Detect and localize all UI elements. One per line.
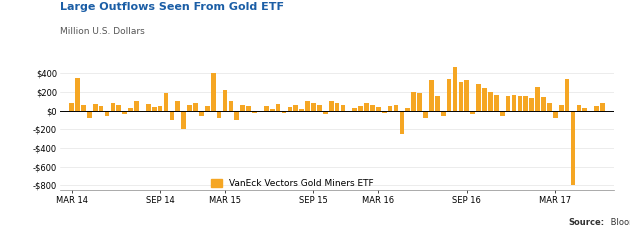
Bar bbox=[447, 79, 452, 111]
Bar bbox=[476, 84, 481, 111]
Bar bbox=[388, 106, 392, 111]
Bar bbox=[294, 105, 298, 111]
Bar bbox=[205, 106, 210, 111]
Bar bbox=[494, 95, 499, 111]
Bar bbox=[482, 88, 487, 111]
Bar bbox=[541, 97, 546, 111]
Bar bbox=[335, 103, 340, 111]
Bar bbox=[175, 101, 180, 111]
Bar bbox=[376, 107, 381, 111]
Bar bbox=[270, 109, 275, 111]
Bar bbox=[105, 111, 110, 116]
Bar bbox=[311, 103, 316, 111]
Bar bbox=[258, 111, 263, 112]
Bar bbox=[252, 111, 257, 113]
Bar bbox=[317, 105, 322, 111]
Legend: VanEck Vectors Gold Miners ETF: VanEck Vectors Gold Miners ETF bbox=[211, 179, 374, 188]
Text: Large Outflows Seen From Gold ETF: Large Outflows Seen From Gold ETF bbox=[60, 2, 284, 12]
Bar bbox=[506, 96, 510, 111]
Bar bbox=[152, 107, 157, 111]
Bar bbox=[240, 105, 245, 111]
Bar bbox=[305, 101, 310, 111]
Bar bbox=[217, 111, 222, 118]
Bar bbox=[576, 105, 581, 111]
Bar bbox=[117, 105, 121, 111]
Bar bbox=[193, 103, 198, 111]
Bar bbox=[471, 111, 475, 114]
Bar bbox=[382, 111, 387, 113]
Bar bbox=[323, 111, 328, 114]
Bar bbox=[276, 104, 280, 111]
Bar bbox=[588, 111, 593, 112]
Text: Million U.S. Dollars: Million U.S. Dollars bbox=[60, 27, 145, 36]
Bar bbox=[352, 108, 357, 111]
Bar bbox=[500, 111, 505, 116]
Bar bbox=[87, 111, 92, 118]
Bar bbox=[75, 78, 80, 111]
Bar bbox=[211, 73, 215, 111]
Bar bbox=[600, 103, 605, 111]
Bar bbox=[512, 95, 517, 111]
Bar bbox=[435, 96, 440, 111]
Bar bbox=[140, 111, 145, 112]
Bar bbox=[358, 106, 363, 111]
Bar bbox=[158, 106, 163, 111]
Bar bbox=[452, 68, 457, 111]
Bar bbox=[517, 96, 522, 111]
Bar bbox=[394, 105, 398, 111]
Bar bbox=[582, 108, 587, 111]
Bar bbox=[234, 111, 239, 120]
Bar bbox=[111, 103, 115, 111]
Bar bbox=[559, 105, 563, 111]
Bar bbox=[93, 104, 98, 111]
Bar bbox=[564, 79, 570, 111]
Bar bbox=[571, 111, 575, 185]
Bar bbox=[536, 87, 540, 111]
Bar bbox=[488, 92, 493, 111]
Bar bbox=[99, 106, 103, 111]
Bar bbox=[146, 104, 151, 111]
Bar bbox=[411, 92, 416, 111]
Bar bbox=[69, 103, 74, 111]
Bar bbox=[187, 105, 192, 111]
Bar bbox=[406, 108, 410, 111]
Bar bbox=[222, 90, 227, 111]
Bar bbox=[529, 98, 534, 111]
Bar bbox=[199, 111, 203, 116]
Bar bbox=[524, 95, 528, 111]
Bar bbox=[169, 111, 175, 120]
Bar bbox=[164, 93, 168, 111]
Bar bbox=[134, 101, 139, 111]
Bar bbox=[282, 111, 286, 113]
Bar bbox=[423, 111, 428, 118]
Bar bbox=[364, 103, 369, 111]
Bar bbox=[287, 107, 292, 111]
Bar bbox=[459, 82, 463, 111]
Bar bbox=[417, 93, 422, 111]
Bar bbox=[81, 105, 86, 111]
Bar bbox=[122, 111, 127, 114]
Bar bbox=[399, 111, 404, 134]
Bar bbox=[346, 111, 351, 112]
Bar bbox=[429, 80, 434, 111]
Bar bbox=[229, 101, 233, 111]
Bar bbox=[594, 106, 599, 111]
Bar bbox=[246, 106, 251, 111]
Bar bbox=[547, 103, 552, 111]
Bar bbox=[370, 105, 375, 111]
Bar bbox=[464, 80, 469, 111]
Text: Source:: Source: bbox=[569, 218, 605, 227]
Bar bbox=[264, 106, 268, 111]
Bar bbox=[299, 109, 304, 111]
Bar bbox=[441, 111, 445, 116]
Bar bbox=[181, 111, 186, 129]
Bar bbox=[553, 111, 558, 118]
Bar bbox=[129, 108, 133, 111]
Text: Bloomberg, U.S. Global Investors: Bloomberg, U.S. Global Investors bbox=[608, 218, 630, 227]
Bar bbox=[329, 101, 333, 111]
Bar bbox=[341, 105, 345, 111]
